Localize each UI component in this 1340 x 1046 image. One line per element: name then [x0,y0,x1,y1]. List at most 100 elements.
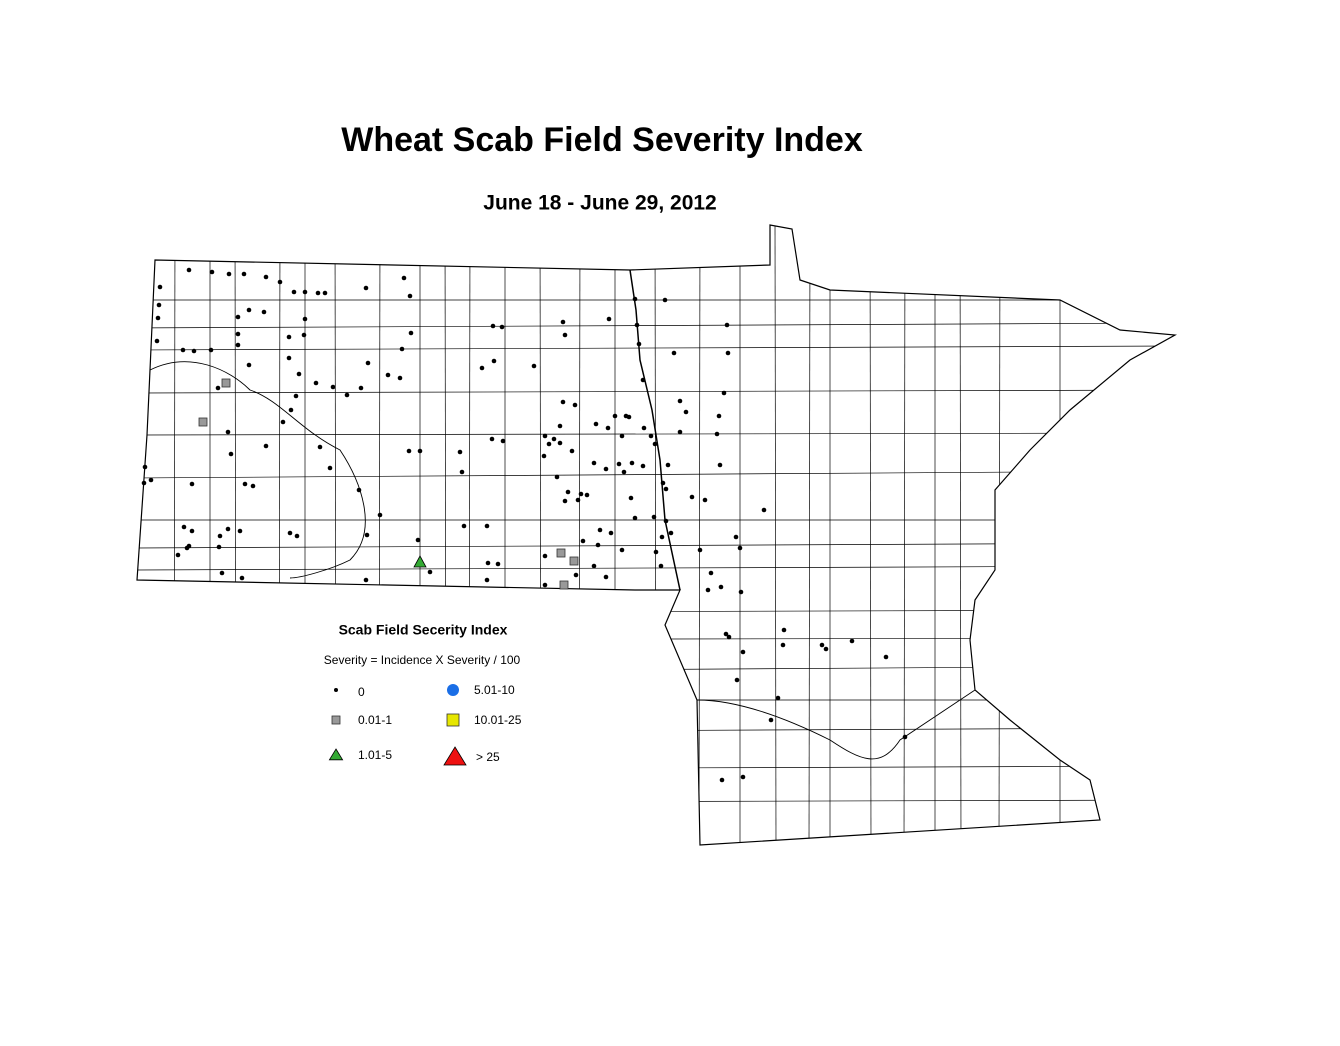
sample-square [198,417,208,427]
sample-dot [632,515,638,521]
sample-dot [250,483,256,489]
sample-points [141,267,908,783]
sample-dot [603,466,609,472]
sample-dot [653,549,659,555]
sample-dot [702,497,708,503]
sample-dot [209,269,215,275]
sample-dot [781,627,787,633]
sample-dot [216,544,222,550]
sample-dot [235,342,241,348]
sample-dot [408,330,414,336]
sample-square [559,580,569,590]
map-title: Wheat Scab Field Severity Index [341,121,863,159]
county-line [137,609,1175,614]
sample-dot [621,469,627,475]
county-line [137,799,1175,804]
sample-dot [181,524,187,530]
sample-dot [603,574,609,580]
sample-dot [491,358,497,364]
sample-dot [902,734,908,740]
sample-dot [580,538,586,544]
sample-dot [148,477,154,483]
sample-dot [578,491,584,497]
county-line [539,225,542,845]
sample-dot [560,319,566,325]
sample-dot [737,545,743,551]
sample-dot [660,480,666,486]
sample-dot [648,433,654,439]
sample-dot [363,577,369,583]
sample-square [556,548,566,558]
sample-dot [291,289,297,295]
sample-dot [705,587,711,593]
sample-dot [612,413,618,419]
sample-dot [542,553,548,559]
county-line [173,225,176,845]
sample-dot [724,322,730,328]
sample-dot [294,533,300,539]
sample-dot [717,462,723,468]
sample-dot [689,494,695,500]
sample-dot [155,315,161,321]
sample-dot [658,563,664,569]
sample-dot [499,324,505,330]
sample-dot [849,638,855,644]
sample-dot [663,486,669,492]
sample-dot [280,419,286,425]
sample-dot [562,498,568,504]
sample-dot [719,777,725,783]
sample-dot [406,448,412,454]
county-line [903,225,906,845]
sample-dot [823,646,829,652]
sample-dot [237,528,243,534]
sample-dot [401,275,407,281]
sample-dot [235,314,241,320]
sample-dot [287,530,293,536]
legend-symbol [334,688,338,692]
sample-dot [246,307,252,313]
sample-dot [883,654,889,660]
sample-dot [293,393,299,399]
sample-dot [277,279,283,285]
sample-dot [557,423,563,429]
sample-dot [356,487,362,493]
sample-dot [208,347,214,353]
sample-dot [317,444,323,450]
legend-label: 10.01-25 [474,713,522,727]
sample-dot [677,398,683,404]
legend: 0 0.01-1 1.01-5 5.01-10 10.01-25 > 25 [328,683,522,766]
sample-dot [495,561,501,567]
map-subtitle: June 18 - June 29, 2012 [483,192,716,215]
legend-symbol [331,715,341,725]
sample-dot [629,460,635,466]
sample-dot [565,489,571,495]
sample-dot [623,413,629,419]
county-line [137,765,1175,771]
sample-dot [364,532,370,538]
sample-dot [489,436,495,442]
sample-dot [415,537,421,543]
sample-dot [819,642,825,648]
sample-dot [228,451,234,457]
county-line [234,225,237,845]
sample-dot [572,402,578,408]
county-line [654,225,657,845]
sample-dot [459,469,465,475]
sample-dot [606,316,612,322]
sample-dot [591,460,597,466]
sample-dot [554,474,560,480]
sample-dot [189,481,195,487]
sample-dot [632,296,638,302]
sample-dot [562,332,568,338]
sample-dot [261,309,267,315]
sample-dot [235,331,241,337]
sample-dot [296,371,302,377]
county-line [808,225,811,845]
sample-dot [327,465,333,471]
legend-subtitle: Severity = Incidence X Severity / 100 [324,653,521,667]
sample-dot [399,346,405,352]
sample-dot [344,392,350,398]
sample-dot [636,341,642,347]
sample-dot [723,631,729,637]
sample-dot [191,348,197,354]
